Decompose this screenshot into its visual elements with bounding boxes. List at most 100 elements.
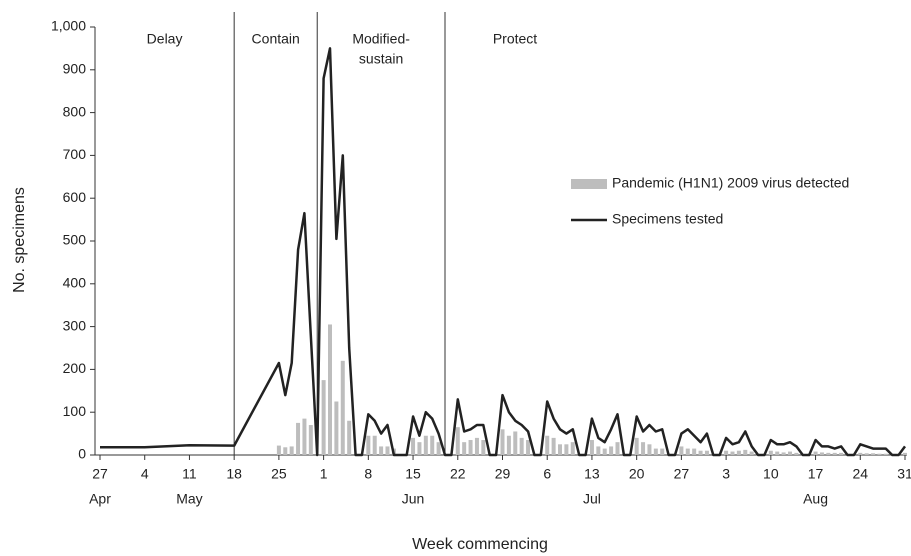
month-label: Aug: [803, 491, 828, 507]
y-tick-label: 0: [78, 446, 86, 462]
bar: [743, 449, 748, 455]
y-tick-label: 300: [63, 317, 87, 333]
bar: [698, 450, 703, 455]
bar: [794, 452, 799, 455]
y-tick-label: 100: [63, 403, 87, 419]
x-tick-label: 15: [405, 466, 421, 482]
bar: [283, 447, 288, 455]
y-axis-label: No. specimens: [11, 187, 28, 293]
bar: [564, 444, 569, 455]
y-tick-label: 800: [63, 103, 87, 119]
bar: [328, 324, 332, 455]
bar: [903, 452, 907, 455]
bar: [685, 448, 690, 455]
bar: [883, 453, 888, 455]
bar: [347, 420, 352, 455]
bar: [526, 440, 531, 455]
x-tick-label: 11: [182, 466, 197, 482]
bar: [641, 442, 646, 455]
x-tick-label: 4: [141, 466, 149, 482]
y-tick-label: 400: [63, 275, 87, 291]
bar: [775, 451, 780, 455]
bar: [730, 451, 735, 455]
bar: [474, 437, 479, 455]
phase-label: Protect: [493, 31, 537, 47]
bar: [296, 422, 301, 455]
line: [100, 47, 907, 457]
bar: [417, 442, 422, 455]
bar: [372, 435, 377, 455]
bar: [321, 380, 326, 455]
phase-label: Modified-: [352, 31, 410, 47]
bar: [423, 435, 428, 455]
bar: [366, 435, 371, 455]
bar: [704, 450, 709, 455]
bar: [749, 451, 754, 455]
bar: [647, 444, 652, 455]
bar: [788, 451, 792, 455]
x-tick-label: 6: [543, 466, 551, 482]
bar: [558, 444, 562, 455]
x-tick-label: 25: [271, 466, 287, 482]
bar: [481, 440, 486, 455]
x-tick-label: 13: [584, 466, 600, 482]
x-axis-label: Week commencing: [412, 536, 548, 553]
x-tick-label: 22: [450, 466, 466, 482]
bar: [468, 440, 473, 455]
bar: [724, 450, 729, 455]
bar: [302, 418, 307, 455]
bar: [276, 445, 281, 455]
bar: [596, 446, 601, 455]
x-tick-label: 27: [674, 466, 690, 482]
x-tick-label: 20: [629, 466, 645, 482]
x-tick-label: 3: [722, 466, 730, 482]
bar: [602, 448, 607, 455]
phase-label: sustain: [359, 51, 403, 67]
bar: [826, 452, 831, 455]
bar: [653, 448, 658, 455]
x-tick-label: 1: [320, 466, 328, 482]
bar: [864, 453, 869, 455]
bar: [819, 452, 824, 455]
bar: [340, 360, 345, 455]
bar: [462, 442, 467, 455]
phase-label: Contain: [252, 31, 300, 47]
x-tick-label: 10: [763, 466, 779, 482]
bar: [411, 437, 416, 455]
x-tick-label: 17: [808, 466, 824, 482]
legend-label: Pandemic (H1N1) 2009 virus detected: [612, 175, 849, 191]
bar: [545, 435, 550, 455]
month-label: May: [176, 491, 202, 507]
bar: [436, 442, 441, 455]
bar: [513, 431, 518, 455]
y-tick-label: 1,000: [51, 18, 86, 34]
x-tick-label: 18: [226, 466, 242, 482]
bar: [679, 446, 684, 455]
bar: [589, 440, 594, 455]
bar: [334, 401, 339, 455]
y-tick-label: 900: [63, 61, 87, 77]
month-label: Apr: [89, 491, 111, 507]
bar: [308, 425, 313, 455]
bar: [839, 452, 844, 455]
legend-label: Specimens tested: [612, 211, 723, 227]
y-tick-label: 500: [63, 232, 87, 248]
bar: [813, 451, 818, 455]
x-tick-label: 8: [364, 466, 372, 482]
y-tick-label: 200: [63, 360, 87, 376]
bar: [832, 452, 837, 455]
bar: [660, 448, 665, 455]
bar: [455, 427, 460, 455]
bar: [570, 442, 575, 455]
bar: [289, 446, 294, 455]
bar: [500, 429, 505, 455]
bar: [858, 452, 863, 455]
bar: [877, 453, 882, 455]
legend-swatch: [571, 179, 607, 189]
bar: [506, 435, 511, 455]
bar: [519, 437, 524, 455]
bar: [692, 448, 697, 455]
month-label: Jul: [583, 491, 601, 507]
month-label: Jun: [402, 491, 425, 507]
